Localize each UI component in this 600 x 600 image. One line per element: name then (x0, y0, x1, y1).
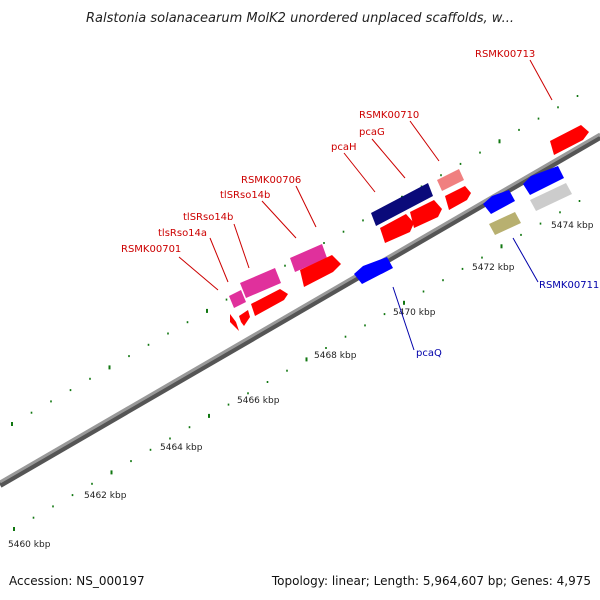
scale-label: 5472 kbp (472, 263, 515, 273)
leader-line (261, 200, 297, 239)
gene-rsmk00711[interactable] (489, 212, 521, 235)
gene-label[interactable]: RSMK00706 (241, 175, 301, 186)
gene-pcaq[interactable] (354, 257, 393, 284)
gene-forward-1[interactable] (251, 289, 288, 316)
gene-rsmk00710-2[interactable] (445, 186, 471, 210)
gene-label[interactable]: pcaG (359, 127, 385, 138)
scale-labels: 5460 kbp 5462 kbp 5464 kbp 5466 kbp 5468… (8, 221, 594, 550)
gene-labels: RSMK00701 tlsRso14a tlSRso14b tlSRso14b … (121, 49, 599, 359)
gene-rsmk00706[interactable] (290, 244, 327, 272)
gene-pcag[interactable] (410, 200, 442, 228)
leader-line (209, 237, 229, 283)
gene-forward-2[interactable] (300, 255, 341, 287)
scale-label: 5460 kbp (8, 540, 51, 550)
scale-label: 5474 kbp (551, 221, 594, 231)
backbone-shadow (0, 134, 600, 488)
map-title: Ralstonia solanacearum MolK2 unordered u… (86, 11, 514, 26)
gene-rsmk00710[interactable] (437, 169, 464, 191)
backbone-line (0, 132, 600, 484)
leader-line (343, 152, 376, 193)
gene-label-leaders (178, 59, 553, 351)
gene-pcah[interactable] (371, 183, 433, 226)
scale-label: 5470 kbp (393, 308, 436, 318)
scale-label: 5464 kbp (160, 443, 203, 453)
gene-label[interactable]: RSMK00710 (359, 110, 419, 121)
scale-label: 5462 kbp (84, 491, 127, 501)
gene-tlsrso14b-rna[interactable] (229, 290, 246, 308)
leader-line (409, 120, 440, 162)
gene-tlsrso14a[interactable] (239, 310, 250, 326)
genome-summary: Topology: linear; Length: 5,964,607 bp; … (271, 574, 591, 588)
gene-label[interactable]: RSMK00701 (121, 244, 181, 255)
leader-line (178, 256, 219, 291)
gene-label[interactable]: tlsRso14a (158, 228, 207, 239)
leader-line (371, 138, 406, 179)
gene-label[interactable]: RSMK00713 (475, 49, 535, 60)
leader-line (529, 59, 553, 101)
lower-tick-track (13, 200, 581, 531)
gene-pcah-2[interactable] (380, 214, 414, 243)
leader-line (392, 286, 415, 351)
gene-reverse-2[interactable] (523, 166, 564, 195)
gene-label[interactable]: tlSRso14b (220, 190, 270, 201)
accession-label: Accession: NS_000197 (9, 574, 145, 588)
leader-line (233, 223, 250, 269)
gene-rsmk00701[interactable] (230, 314, 239, 331)
gene-features (229, 125, 589, 331)
scale-label: 5466 kbp (237, 396, 280, 406)
gene-reverse-1[interactable] (483, 190, 515, 214)
gene-label[interactable]: pcaQ (416, 348, 442, 359)
gene-label[interactable]: RSMK00711 (539, 280, 599, 291)
scale-label: 5468 kbp (314, 351, 357, 361)
gene-label[interactable]: pcaH (331, 142, 357, 153)
backbone (0, 132, 600, 488)
leader-line (512, 237, 539, 283)
gene-tlsrso14b-rna-2[interactable] (240, 268, 281, 298)
gene-rsmk00713[interactable] (550, 125, 589, 155)
gene-label[interactable]: tlSRso14b (183, 212, 233, 223)
leader-line (295, 185, 317, 228)
gene-reverse-3[interactable] (530, 183, 572, 211)
